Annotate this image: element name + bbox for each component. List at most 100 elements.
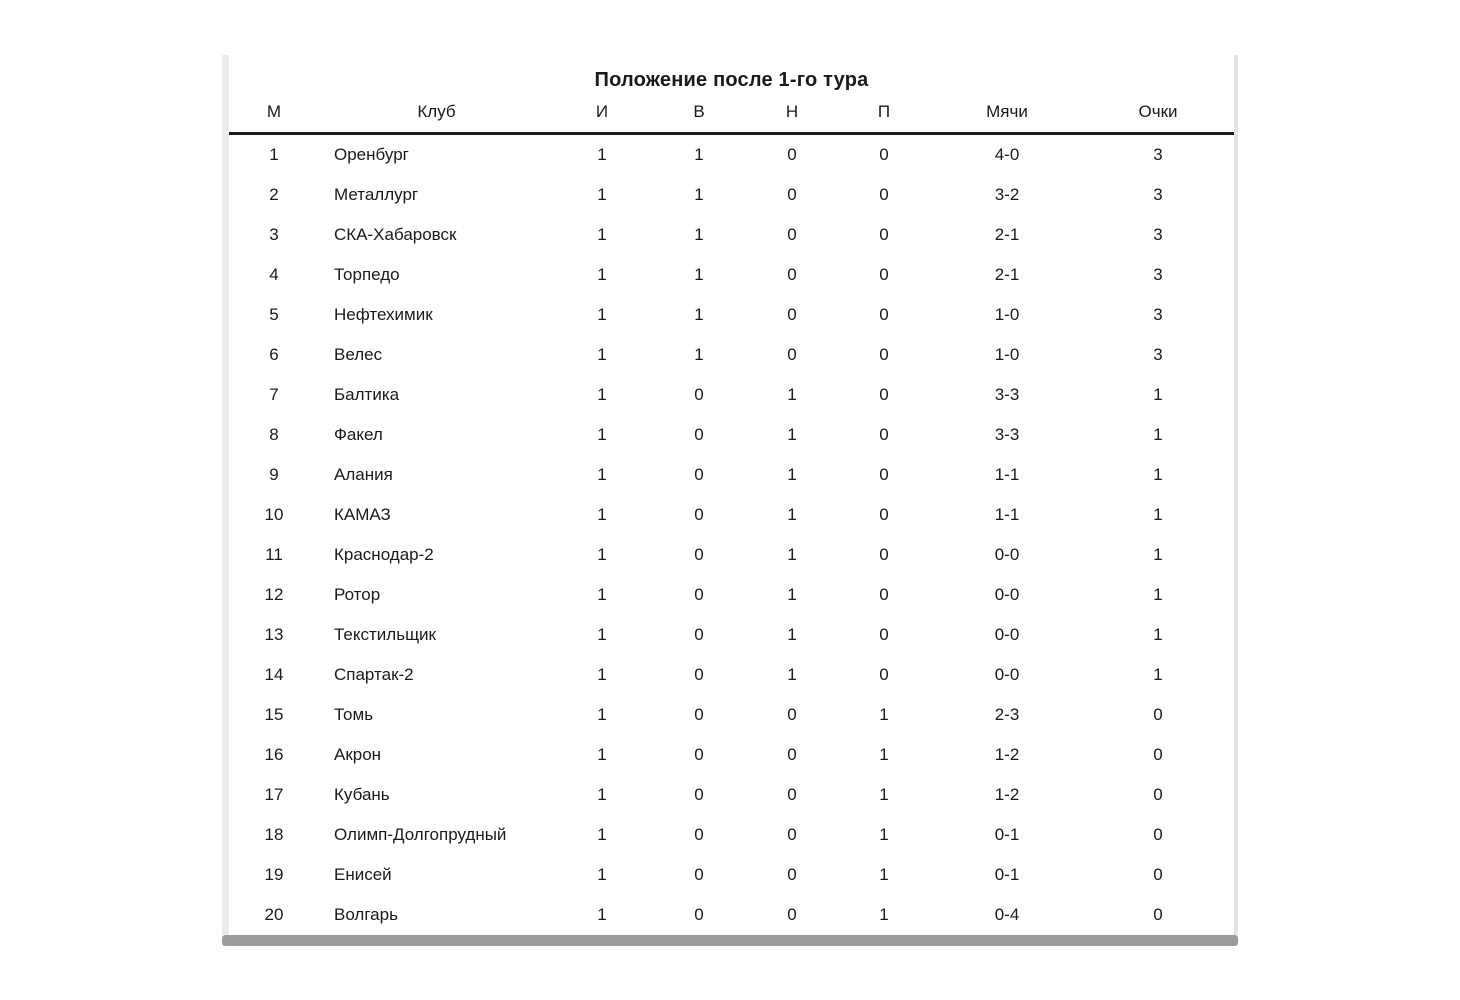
cell-pos: 3 bbox=[269, 225, 279, 244]
table-row: 7 Балтика 1 0 1 0 3-3 1 bbox=[229, 375, 1234, 415]
cell-lost: 1 bbox=[879, 745, 889, 764]
cell-won: 0 bbox=[694, 665, 704, 684]
cell-won: 0 bbox=[694, 625, 704, 644]
cell-club: Томь bbox=[334, 705, 374, 724]
cell-goals: 0-0 bbox=[994, 545, 1020, 564]
cell-drawn: 0 bbox=[787, 865, 797, 884]
cell-drawn: 0 bbox=[787, 345, 797, 364]
cell-won: 1 bbox=[694, 305, 704, 324]
cell-points: 1 bbox=[1153, 505, 1163, 524]
column-header-drawn: Н bbox=[785, 102, 799, 121]
cell-played: 1 bbox=[597, 825, 607, 844]
cell-lost: 1 bbox=[879, 865, 889, 884]
cell-goals: 4-0 bbox=[994, 145, 1020, 164]
cell-played: 1 bbox=[597, 185, 607, 204]
cell-club: Акрон bbox=[334, 745, 382, 764]
cell-points: 1 bbox=[1153, 425, 1163, 444]
cell-played: 1 bbox=[597, 425, 607, 444]
cell-points: 0 bbox=[1153, 905, 1163, 924]
cell-drawn: 0 bbox=[787, 705, 797, 724]
cell-played: 1 bbox=[597, 905, 607, 924]
cell-club: Кубань bbox=[334, 785, 390, 804]
cell-pos: 6 bbox=[269, 345, 279, 364]
cell-won: 0 bbox=[694, 545, 704, 564]
cell-goals: 0-1 bbox=[994, 865, 1020, 884]
cell-lost: 0 bbox=[879, 305, 889, 324]
cell-pos: 13 bbox=[264, 625, 284, 644]
cell-points: 3 bbox=[1153, 185, 1163, 204]
cell-club: КАМАЗ bbox=[334, 505, 391, 524]
cell-lost: 0 bbox=[879, 345, 889, 364]
cell-club: Волгарь bbox=[334, 905, 398, 924]
cell-pos: 20 bbox=[264, 905, 284, 924]
cell-pos: 17 bbox=[264, 785, 284, 804]
column-header-lost: П bbox=[877, 102, 891, 121]
cell-won: 0 bbox=[694, 825, 704, 844]
cell-pos: 2 bbox=[269, 185, 279, 204]
cell-goals: 0-4 bbox=[994, 905, 1020, 924]
cell-goals: 3-2 bbox=[994, 185, 1020, 204]
cell-won: 1 bbox=[694, 145, 704, 164]
cell-played: 1 bbox=[597, 665, 607, 684]
cell-lost: 0 bbox=[879, 185, 889, 204]
cell-played: 1 bbox=[597, 625, 607, 644]
cell-won: 1 bbox=[694, 345, 704, 364]
cell-lost: 1 bbox=[879, 825, 889, 844]
cell-won: 0 bbox=[694, 465, 704, 484]
cell-points: 3 bbox=[1153, 305, 1163, 324]
cell-drawn: 0 bbox=[787, 745, 797, 764]
cell-played: 1 bbox=[597, 265, 607, 284]
table-row: 5 Нефтехимик 1 1 0 0 1-0 3 bbox=[229, 295, 1234, 335]
cell-points: 0 bbox=[1153, 785, 1163, 804]
cell-club: Алания bbox=[334, 465, 393, 484]
cell-drawn: 1 bbox=[787, 465, 797, 484]
cell-played: 1 bbox=[597, 545, 607, 564]
column-header-points: Очки bbox=[1138, 102, 1178, 121]
table-row: 19 Енисей 1 0 0 1 0-1 0 bbox=[229, 855, 1234, 895]
cell-goals: 0-0 bbox=[994, 585, 1020, 604]
cell-lost: 0 bbox=[879, 505, 889, 524]
cell-club: Олимп-Долгопрудный bbox=[334, 825, 507, 844]
table-row: 8 Факел 1 0 1 0 3-3 1 bbox=[229, 415, 1234, 455]
cell-points: 3 bbox=[1153, 145, 1163, 164]
table-row: 16 Акрон 1 0 0 1 1-2 0 bbox=[229, 735, 1234, 775]
cell-points: 0 bbox=[1153, 865, 1163, 884]
cell-club: Спартак-2 bbox=[334, 665, 414, 684]
cell-drawn: 0 bbox=[787, 265, 797, 284]
cell-lost: 0 bbox=[879, 145, 889, 164]
cell-points: 1 bbox=[1153, 545, 1163, 564]
cell-club: Текстильщик bbox=[334, 625, 436, 644]
cell-played: 1 bbox=[597, 705, 607, 724]
cell-played: 1 bbox=[597, 305, 607, 324]
cell-won: 0 bbox=[694, 905, 704, 924]
cell-pos: 5 bbox=[269, 305, 279, 324]
cell-goals: 1-1 bbox=[994, 465, 1020, 484]
table-row: 1 Оренбург 1 1 0 0 4-0 3 bbox=[229, 135, 1234, 175]
cell-points: 1 bbox=[1153, 665, 1163, 684]
table-row: 14 Спартак-2 1 0 1 0 0-0 1 bbox=[229, 655, 1234, 695]
cell-drawn: 0 bbox=[787, 305, 797, 324]
table-row: 20 Волгарь 1 0 0 1 0-4 0 bbox=[229, 895, 1234, 935]
cell-played: 1 bbox=[597, 385, 607, 404]
cell-goals: 3-3 bbox=[994, 385, 1020, 404]
table-row: 12 Ротор 1 0 1 0 0-0 1 bbox=[229, 575, 1234, 615]
cell-club: Ротор bbox=[334, 585, 381, 604]
cell-drawn: 1 bbox=[787, 425, 797, 444]
cell-won: 0 bbox=[694, 785, 704, 804]
table-row: 2 Металлург 1 1 0 0 3-2 3 bbox=[229, 175, 1234, 215]
cell-lost: 0 bbox=[879, 385, 889, 404]
cell-pos: 15 bbox=[264, 705, 284, 724]
cell-lost: 0 bbox=[879, 225, 889, 244]
cell-club: Балтика bbox=[334, 385, 400, 404]
cell-lost: 0 bbox=[879, 465, 889, 484]
cell-drawn: 1 bbox=[787, 385, 797, 404]
cell-won: 1 bbox=[694, 185, 704, 204]
cell-goals: 1-2 bbox=[994, 785, 1020, 804]
cell-drawn: 0 bbox=[787, 185, 797, 204]
table-row: 13 Текстильщик 1 0 1 0 0-0 1 bbox=[229, 615, 1234, 655]
cell-drawn: 1 bbox=[787, 545, 797, 564]
cell-points: 3 bbox=[1153, 345, 1163, 364]
table-row: 11 Краснодар-2 1 0 1 0 0-0 1 bbox=[229, 535, 1234, 575]
table-row: 3 СКА-Хабаровск 1 1 0 0 2-1 3 bbox=[229, 215, 1234, 255]
cell-club: Металлург bbox=[334, 185, 419, 204]
